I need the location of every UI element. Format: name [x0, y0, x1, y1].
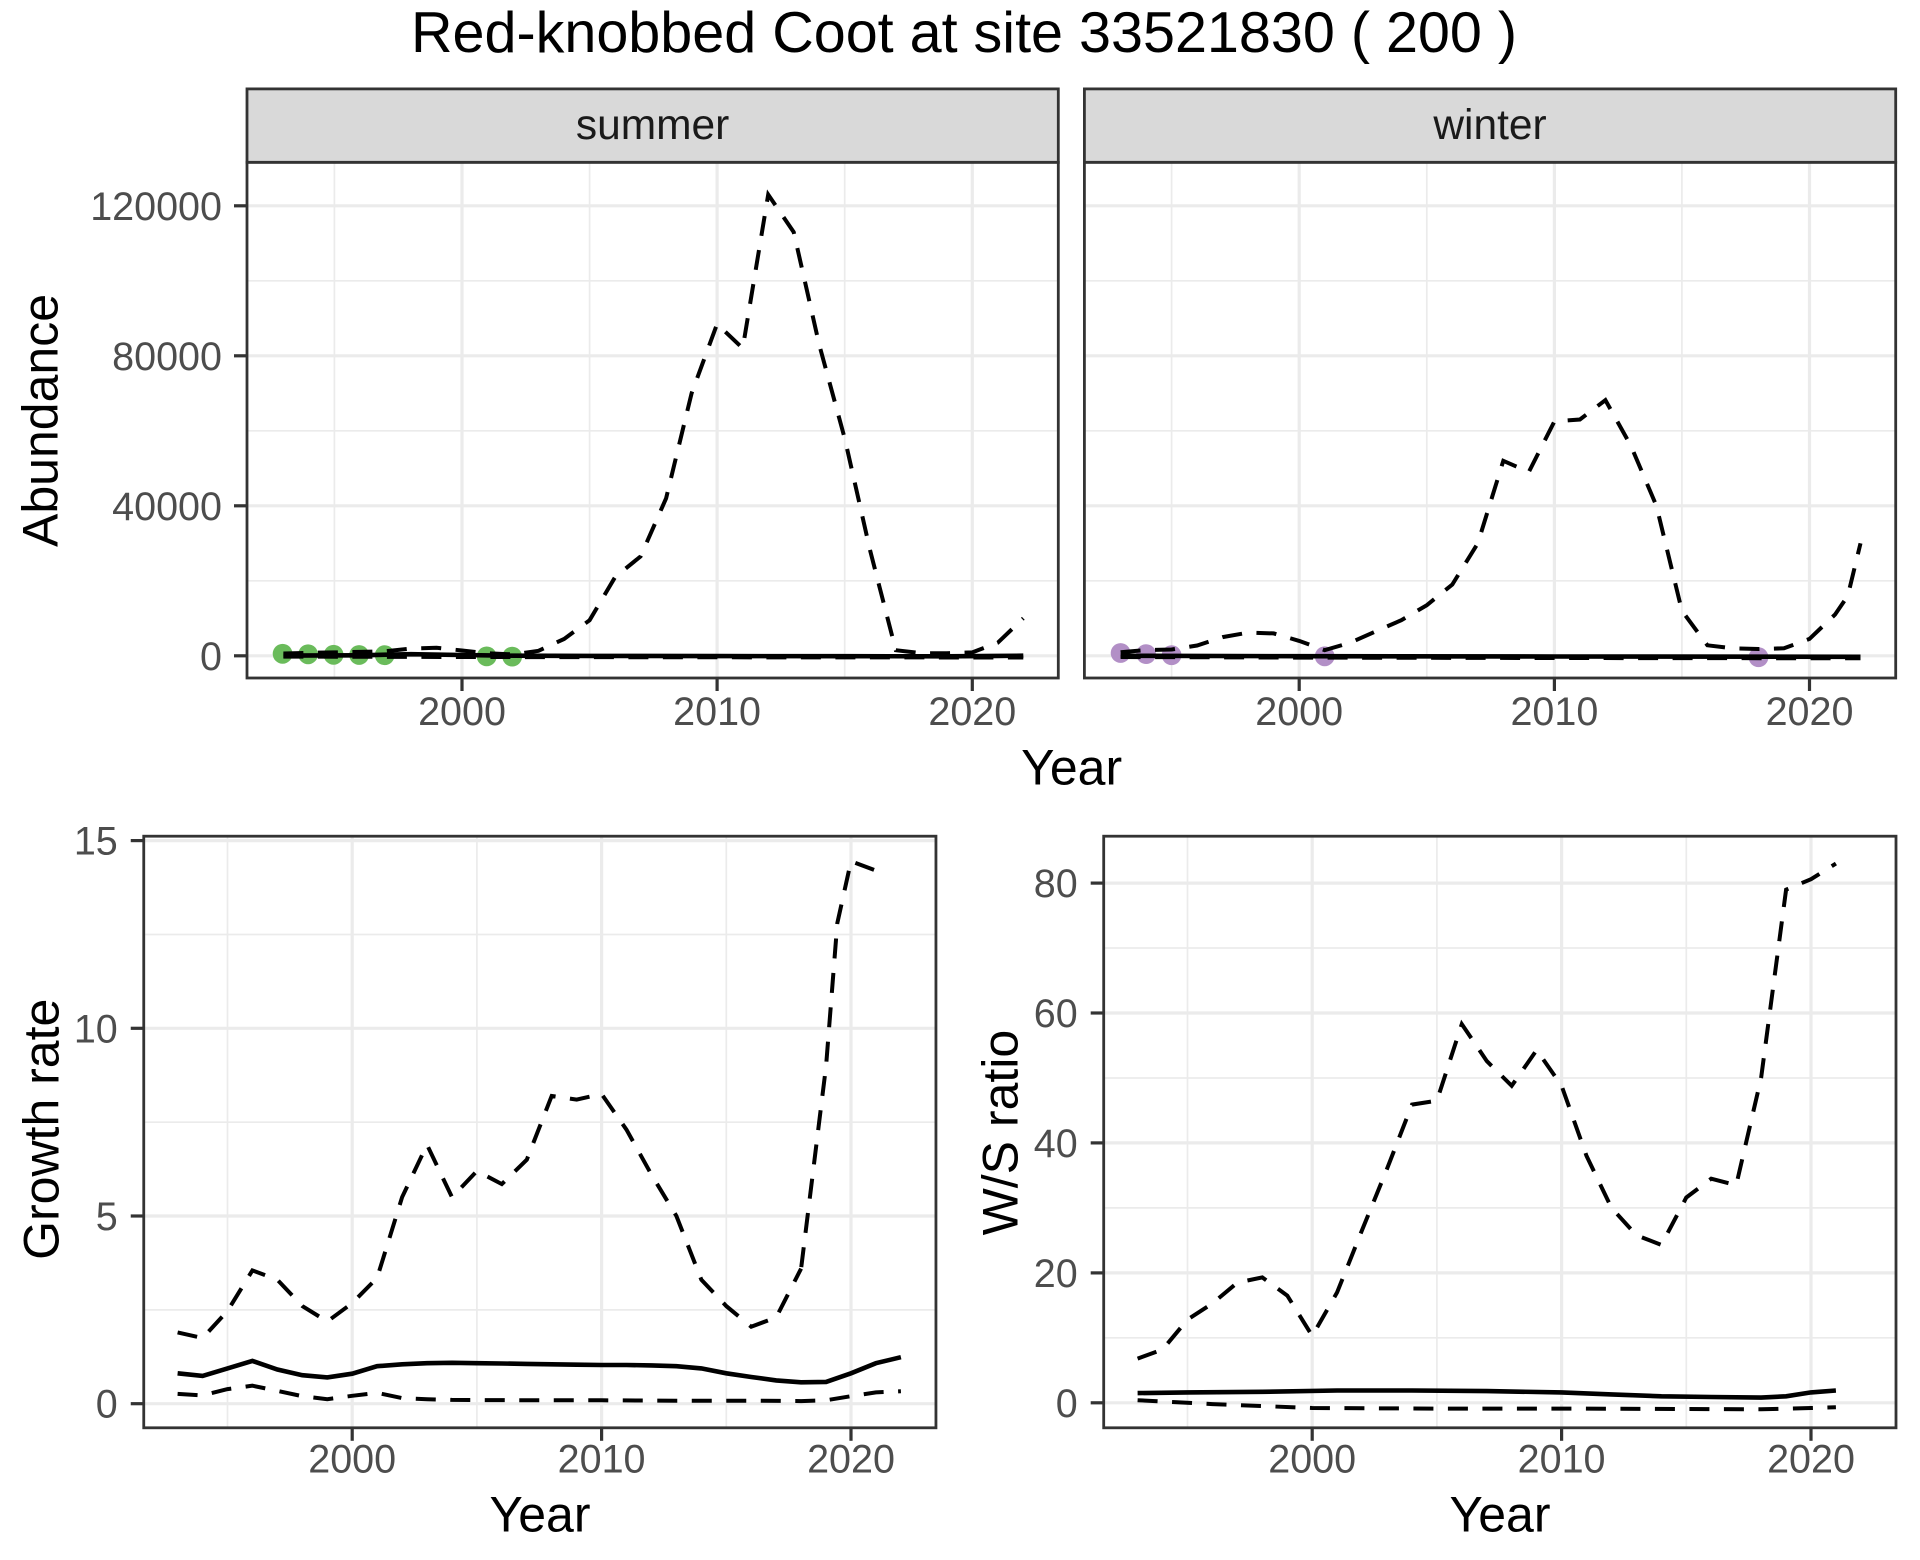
svg-text:2010: 2010 [558, 1438, 646, 1482]
svg-text:2010: 2010 [673, 690, 761, 734]
svg-text:winter: winter [1432, 102, 1546, 149]
svg-text:2020: 2020 [807, 1438, 895, 1482]
svg-text:80: 80 [1034, 862, 1078, 906]
svg-text:2010: 2010 [1510, 690, 1598, 734]
svg-text:Growth rate: Growth rate [14, 999, 70, 1260]
svg-text:W/S ratio: W/S ratio [973, 1030, 1029, 1236]
svg-text:2000: 2000 [308, 1438, 396, 1482]
svg-text:60: 60 [1034, 992, 1078, 1036]
svg-text:0: 0 [96, 1383, 118, 1427]
svg-text:40000: 40000 [112, 485, 222, 529]
svg-text:Red-knobbed Coot at site 33521: Red-knobbed Coot at site 33521830 ( 200 … [411, 1, 1517, 65]
svg-text:15: 15 [74, 820, 118, 864]
svg-text:2000: 2000 [1255, 690, 1343, 734]
svg-text:2020: 2020 [1766, 690, 1854, 734]
svg-text:Year: Year [489, 1486, 590, 1542]
svg-text:2010: 2010 [1518, 1438, 1606, 1482]
svg-text:0: 0 [1056, 1382, 1078, 1426]
svg-text:2000: 2000 [1268, 1438, 1356, 1482]
svg-text:0: 0 [200, 635, 222, 679]
svg-text:Year: Year [1449, 1486, 1550, 1542]
svg-text:2020: 2020 [1767, 1438, 1855, 1482]
svg-text:20: 20 [1034, 1252, 1078, 1296]
svg-text:80000: 80000 [112, 335, 222, 379]
svg-text:5: 5 [96, 1195, 118, 1239]
svg-text:summer: summer [576, 102, 729, 149]
svg-text:Year: Year [1021, 740, 1122, 796]
svg-text:10: 10 [74, 1007, 118, 1051]
svg-text:Abundance: Abundance [13, 294, 69, 547]
svg-text:120000: 120000 [90, 185, 222, 229]
svg-text:2000: 2000 [418, 690, 506, 734]
svg-text:2020: 2020 [928, 690, 1016, 734]
svg-text:40: 40 [1034, 1122, 1078, 1166]
